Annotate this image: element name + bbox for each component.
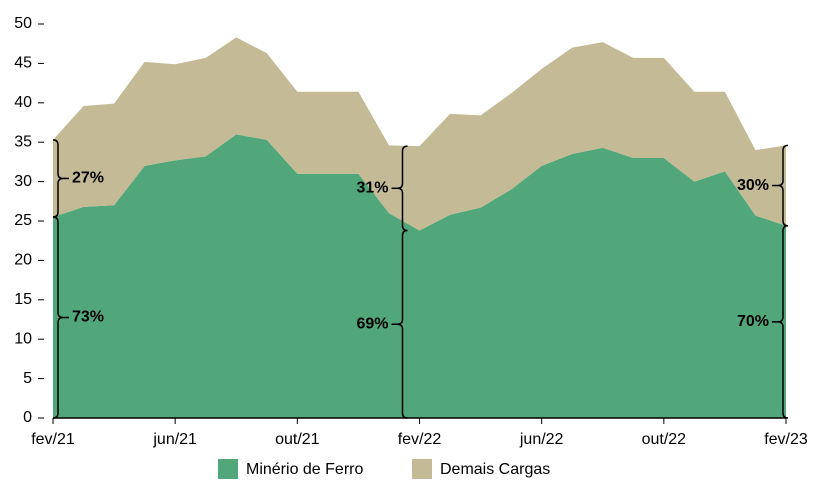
y-tick-label: 50 xyxy=(14,15,32,32)
y-tick-label: 20 xyxy=(14,252,32,269)
y-tick-label: 40 xyxy=(14,94,32,111)
x-tick-label: fev/21 xyxy=(31,431,75,448)
annotation: 73% xyxy=(72,309,104,326)
y-tick-label: 45 xyxy=(14,55,32,72)
x-tick-label: jun/21 xyxy=(152,431,197,448)
x-tick-label: fev/23 xyxy=(764,431,808,448)
legend-label: Demais Cargas xyxy=(440,461,550,478)
area xyxy=(53,134,786,418)
y-tick-label: 35 xyxy=(14,133,32,150)
annotation: 30% xyxy=(737,177,769,194)
y-tick-label: 0 xyxy=(23,409,32,426)
legend-swatch xyxy=(218,459,238,479)
annotation: 70% xyxy=(737,313,769,330)
annotation: 31% xyxy=(356,180,388,197)
area xyxy=(53,37,786,231)
y-tick-label: 30 xyxy=(14,173,32,190)
annotation: 27% xyxy=(72,170,104,187)
y-tick-label: 15 xyxy=(14,291,32,308)
legend-label: Minério de Ferro xyxy=(246,461,363,478)
y-tick-label: 5 xyxy=(23,370,32,387)
x-tick-label: jun/22 xyxy=(519,431,564,448)
y-tick-label: 10 xyxy=(14,330,32,347)
x-tick-label: fev/22 xyxy=(398,431,442,448)
annotation: 69% xyxy=(356,315,388,332)
x-tick-label: out/21 xyxy=(275,431,320,448)
y-tick-label: 25 xyxy=(14,212,32,229)
legend-swatch xyxy=(412,459,432,479)
x-tick-label: out/22 xyxy=(642,431,687,448)
